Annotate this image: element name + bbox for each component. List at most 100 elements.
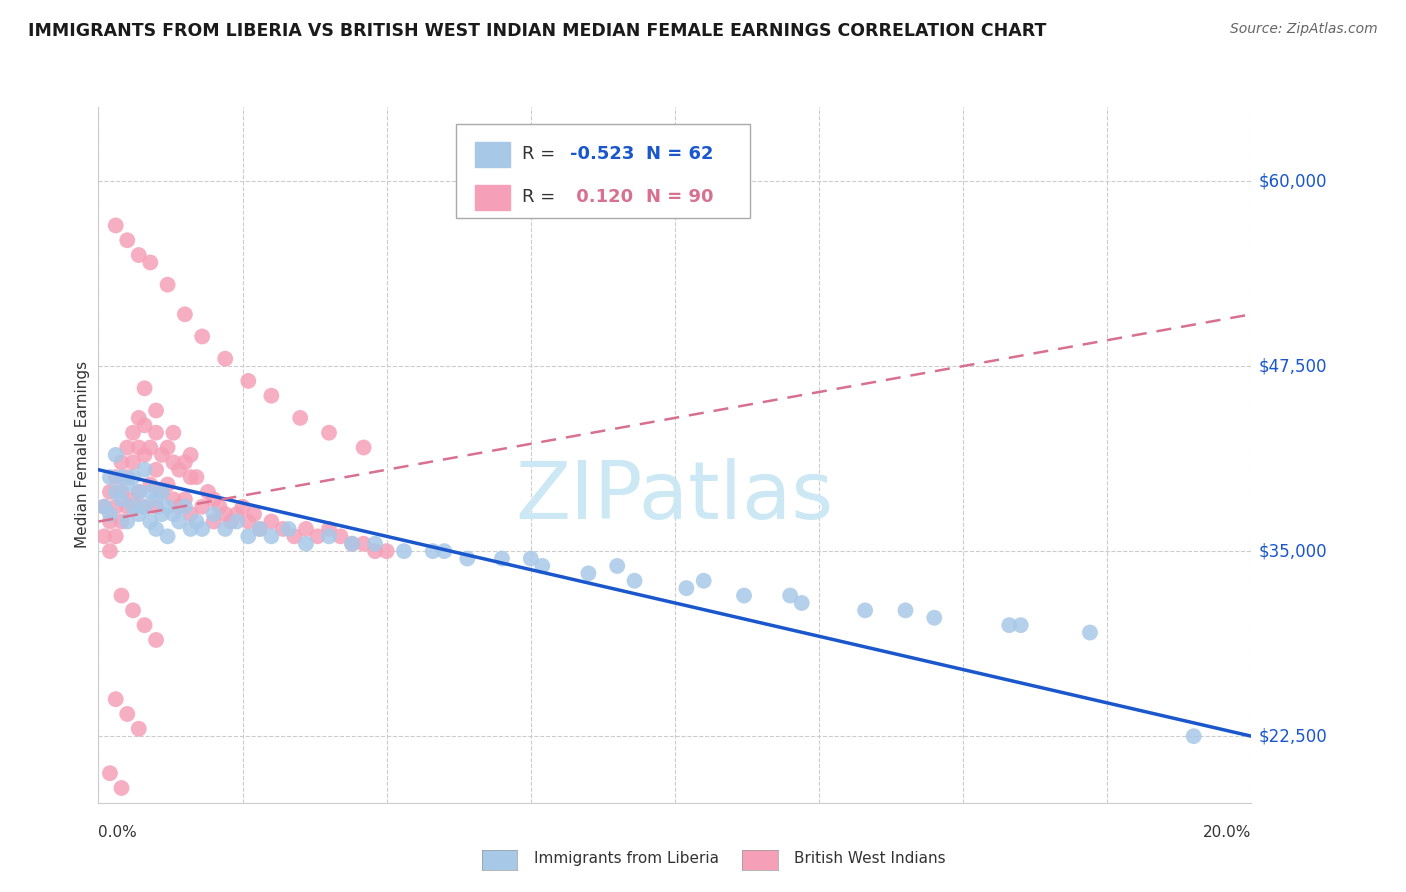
Point [98,766,121,780]
Point [922,611,945,625]
Point [225,507,247,521]
Point [150,484,173,499]
Point [779,589,801,603]
Point [110,484,132,499]
Point [156,477,179,491]
Point [98,470,121,484]
Point [191,522,214,536]
Text: $47,500: $47,500 [1258,357,1327,376]
Point [104,219,127,233]
Point [156,529,179,543]
Point [1078,625,1101,640]
Point [104,529,127,543]
Point [145,403,167,417]
Point [295,522,318,536]
Point [340,537,363,551]
Point [283,529,305,543]
Point [117,706,138,721]
Point [353,441,375,455]
Text: ZIPatlas: ZIPatlas [516,458,834,536]
Point [214,522,236,536]
Point [150,484,173,499]
FancyBboxPatch shape [456,124,749,219]
Point [340,537,363,551]
Point [191,329,214,343]
Point [277,522,299,536]
Point [375,544,398,558]
Point [208,500,231,514]
Point [191,500,214,514]
Point [145,463,167,477]
Point [186,515,208,529]
Point [145,632,167,647]
Point [238,529,260,543]
Point [122,492,145,507]
Point [93,529,115,543]
Point [456,551,478,566]
Point [117,470,138,484]
Point [162,425,184,440]
Point [156,441,179,455]
Point [145,425,167,440]
Point [186,470,208,484]
Point [162,455,184,469]
Text: R =: R = [522,145,561,163]
Point [318,522,340,536]
Point [249,522,271,536]
Point [167,515,190,529]
Point [243,507,266,521]
Point [260,515,283,529]
Point [894,603,917,617]
Point [134,381,156,395]
Point [998,618,1021,632]
Point [318,425,340,440]
Point [491,551,513,566]
Text: N = 90: N = 90 [647,188,714,206]
Point [162,492,184,507]
Point [98,544,121,558]
Point [225,515,247,529]
Text: $60,000: $60,000 [1258,172,1327,190]
Text: Source: ZipAtlas.com: Source: ZipAtlas.com [1230,22,1378,37]
Point [162,507,184,521]
Point [134,418,156,433]
Point [104,448,127,462]
Point [98,507,121,521]
Point [197,484,219,499]
Point [260,529,283,543]
Point [364,544,387,558]
Point [1010,618,1032,632]
Point [238,515,260,529]
Point [128,484,150,499]
Point [318,529,340,543]
Point [104,692,127,706]
Point [110,780,132,795]
Point [104,470,127,484]
Point [128,722,150,736]
Point [290,411,312,425]
Point [422,544,444,558]
Point [139,477,162,491]
Point [180,448,202,462]
Point [128,507,150,521]
Point [329,529,352,543]
Text: British West Indians: British West Indians [794,851,946,865]
Point [578,566,600,581]
Point [433,544,456,558]
Point [139,515,162,529]
Point [110,470,132,484]
Point [180,522,202,536]
Text: Immigrants from Liberia: Immigrants from Liberia [534,851,720,865]
Point [606,558,628,573]
Point [117,477,138,491]
Text: -0.523: -0.523 [569,145,634,163]
Point [520,551,543,566]
Point [145,492,167,507]
Point [117,441,138,455]
Point [238,374,260,388]
Point [693,574,716,588]
Point [110,589,132,603]
Point [167,500,190,514]
Point [1182,729,1205,743]
Point [122,603,145,617]
